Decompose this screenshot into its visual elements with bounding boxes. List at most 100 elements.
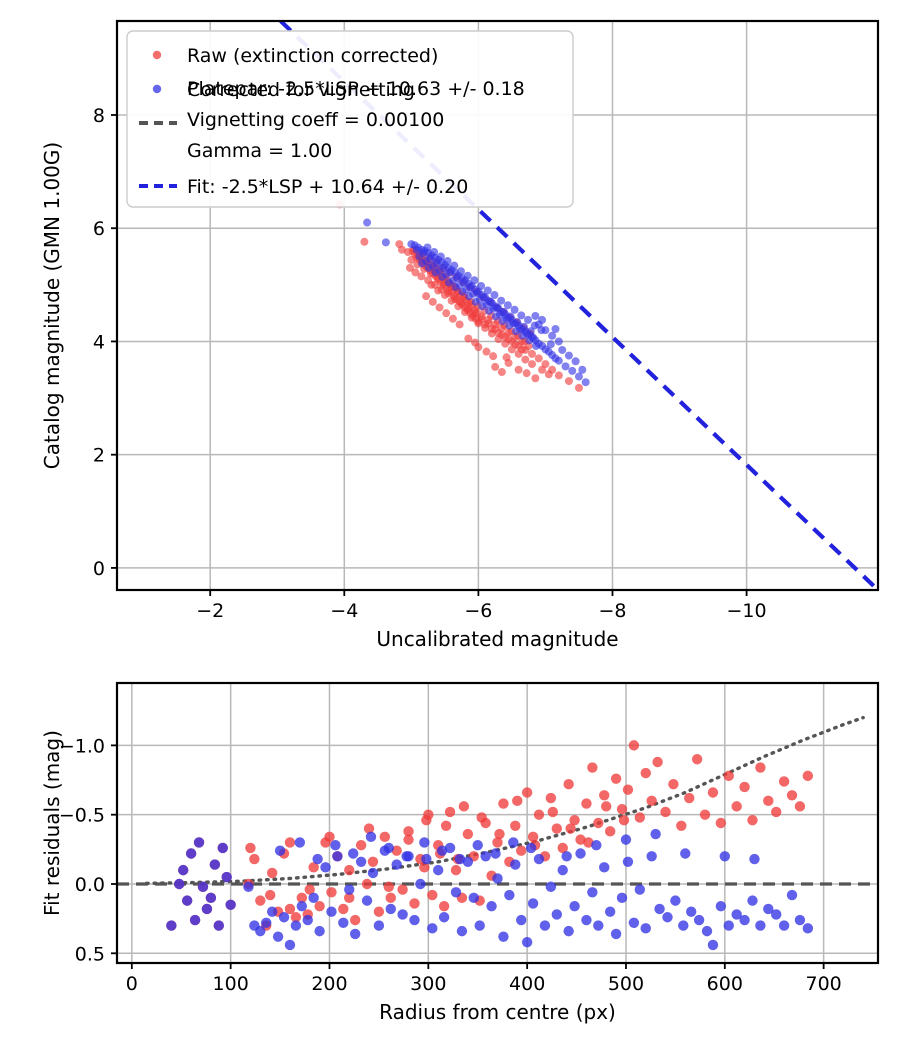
data-point xyxy=(516,845,527,856)
data-point xyxy=(436,252,445,261)
data-point xyxy=(245,842,256,854)
data-point xyxy=(494,828,505,840)
data-point xyxy=(278,912,290,923)
data-point xyxy=(531,374,540,383)
data-point xyxy=(491,312,500,321)
data-point xyxy=(564,377,573,386)
data-point xyxy=(616,803,628,815)
data-point xyxy=(266,906,278,917)
data-point xyxy=(634,812,646,823)
data-point xyxy=(462,856,474,868)
data-point xyxy=(731,909,742,920)
data-point xyxy=(434,286,443,295)
data-point xyxy=(587,762,598,773)
data-point xyxy=(544,370,553,379)
data-point xyxy=(686,906,697,917)
data-point xyxy=(604,906,616,917)
data-point xyxy=(794,801,806,812)
data-point xyxy=(538,365,547,374)
data-point xyxy=(450,887,462,898)
x-tick-label: 500 xyxy=(608,973,644,995)
data-point xyxy=(363,218,372,227)
data-point xyxy=(684,792,695,804)
y-tick-label: 6 xyxy=(93,218,105,240)
data-point xyxy=(213,920,224,931)
data-point xyxy=(205,892,217,904)
data-point xyxy=(628,740,640,751)
data-point xyxy=(749,853,760,865)
data-point xyxy=(403,834,414,845)
data-point xyxy=(739,914,750,926)
data-point xyxy=(166,920,177,931)
vignetting-curve xyxy=(144,715,865,885)
data-point xyxy=(418,259,427,268)
data-point xyxy=(599,862,610,873)
data-point xyxy=(634,884,646,895)
data-point xyxy=(440,820,452,831)
data-point xyxy=(652,756,663,768)
series-corrected xyxy=(166,828,814,951)
data-point xyxy=(561,362,570,371)
data-point xyxy=(438,900,450,912)
data-point xyxy=(249,853,260,865)
data-point xyxy=(528,360,537,369)
data-point xyxy=(554,356,563,365)
data-point xyxy=(755,762,766,773)
data-point xyxy=(525,842,537,854)
data-point xyxy=(290,920,302,931)
data-point xyxy=(451,283,460,292)
data-point xyxy=(312,853,323,865)
data-point xyxy=(755,920,766,931)
data-point xyxy=(326,906,337,917)
data-point xyxy=(385,892,396,904)
data-point xyxy=(470,276,479,285)
data-point xyxy=(463,271,472,280)
data-point xyxy=(181,895,193,906)
data-point xyxy=(467,313,476,322)
data-point xyxy=(723,920,734,931)
data-point xyxy=(433,864,444,876)
data-point xyxy=(443,257,452,266)
data-point xyxy=(557,864,568,876)
data-point xyxy=(676,820,687,831)
data-point xyxy=(715,900,727,912)
data-point xyxy=(545,792,557,804)
data-point xyxy=(401,851,412,862)
data-point xyxy=(802,770,814,782)
data-point xyxy=(539,920,551,931)
data-point xyxy=(670,895,681,906)
data-point xyxy=(486,900,497,912)
data-point xyxy=(383,842,394,854)
data-point xyxy=(601,801,612,812)
data-point xyxy=(591,839,602,851)
data-point xyxy=(646,795,657,807)
data-point xyxy=(532,341,541,350)
data-point xyxy=(255,895,266,906)
data-point xyxy=(763,903,774,915)
data-point xyxy=(261,917,272,929)
data-point xyxy=(528,349,537,358)
data-point xyxy=(662,912,673,923)
x-axis-label: Radius from centre (px) xyxy=(379,1000,616,1024)
legend-marker-corrected xyxy=(152,84,162,94)
legend-label-1: Corrected for vignetting xyxy=(187,79,415,101)
data-point xyxy=(373,920,385,931)
data-point xyxy=(476,812,487,823)
data-point xyxy=(723,770,734,782)
data-point xyxy=(363,823,375,834)
data-point xyxy=(217,842,228,854)
data-point xyxy=(274,845,286,856)
data-point xyxy=(472,839,483,851)
data-point xyxy=(578,365,587,374)
x-tick-label: 600 xyxy=(707,973,743,995)
data-point xyxy=(771,909,782,920)
data-point xyxy=(403,826,414,837)
data-point xyxy=(527,898,539,909)
data-point xyxy=(415,252,424,261)
data-point xyxy=(490,291,499,300)
y-tick-label: 2 xyxy=(93,445,105,467)
data-point xyxy=(383,881,394,892)
data-point xyxy=(503,301,512,310)
data-point xyxy=(525,336,534,345)
y-tick-label: 8 xyxy=(93,105,105,127)
